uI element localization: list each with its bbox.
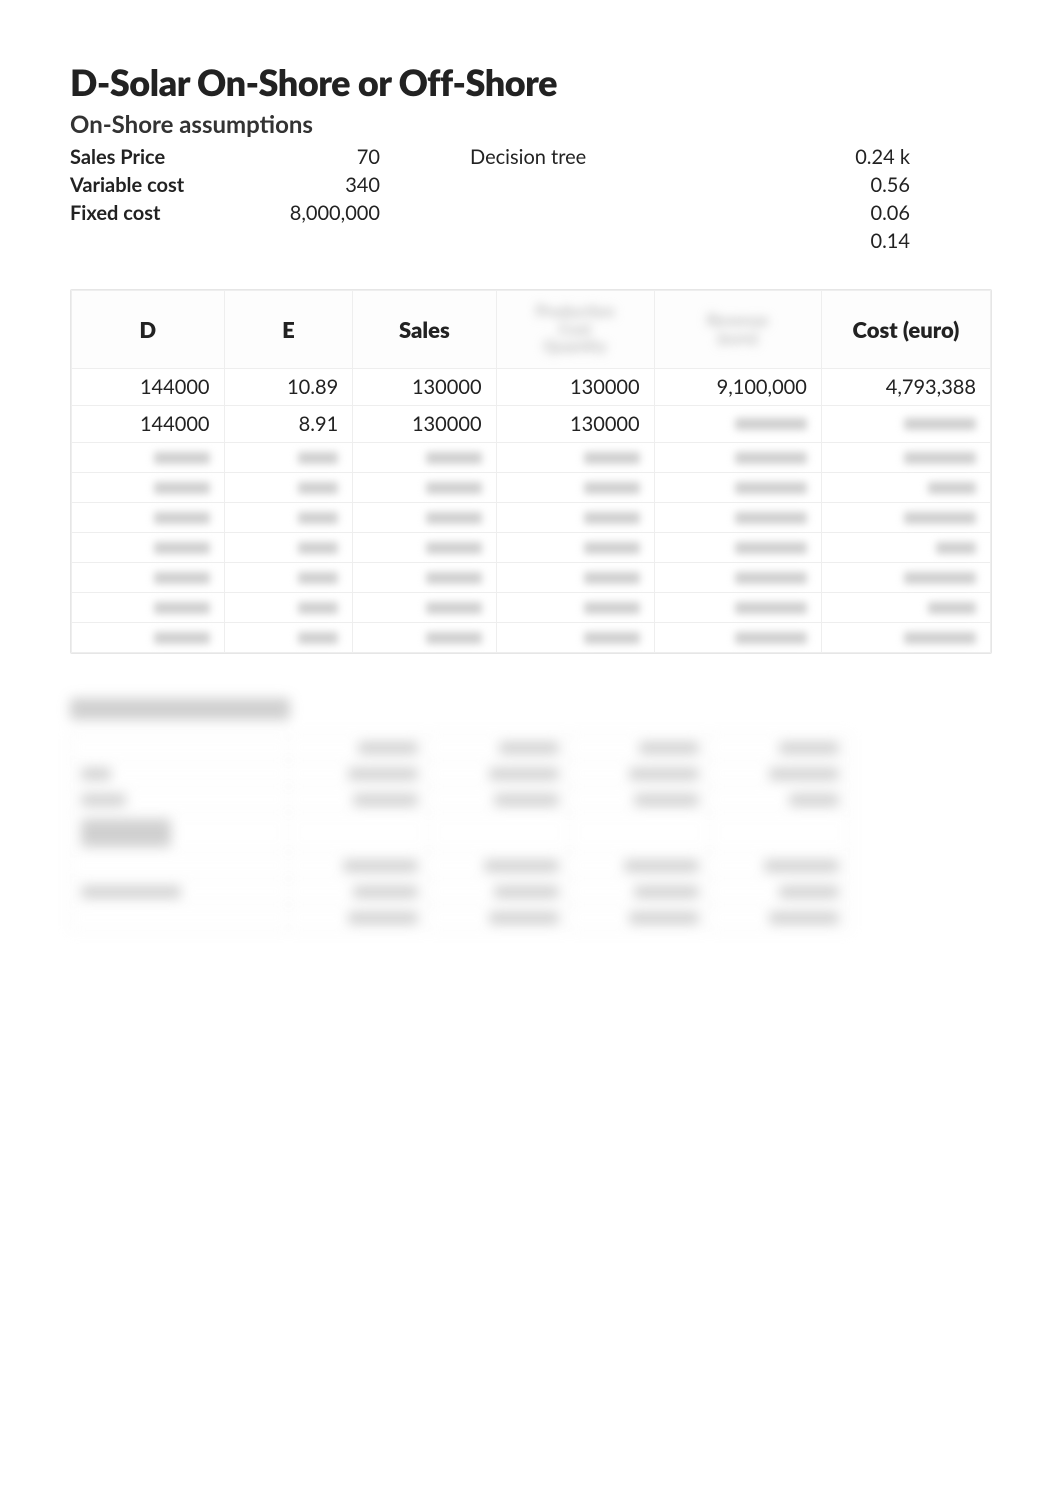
blurred-section — [70, 698, 992, 931]
assumption-value: 8,000,000 — [240, 201, 380, 225]
cell-blurred — [654, 473, 821, 503]
table-row-blurred — [72, 623, 991, 653]
table-row-blurred — [71, 761, 850, 787]
section-subtitle: On-Shore assumptions — [70, 110, 992, 139]
assumption-label: Sales Price — [70, 145, 240, 169]
table-row-blurred — [71, 787, 850, 813]
cell-blurred — [821, 406, 990, 443]
cell: 8.91 — [224, 406, 353, 443]
cell: 130000 — [353, 406, 496, 443]
cell-blurred — [654, 533, 821, 563]
cell-blurred — [654, 443, 821, 473]
cell-blurred — [821, 443, 990, 473]
cell-blurred — [654, 406, 821, 443]
cell: 130000 — [496, 406, 654, 443]
cell-blurred — [224, 563, 353, 593]
right-value: 0.24 k — [790, 145, 910, 169]
col-header-blurred: Revenue(euro) — [654, 291, 821, 369]
table-row-blurred — [72, 443, 991, 473]
cell-blurred — [353, 623, 496, 653]
cell: 144000 — [72, 369, 225, 406]
cell-blurred — [72, 533, 225, 563]
col-header: E — [224, 291, 353, 369]
cell-blurred — [654, 503, 821, 533]
cell: 130000 — [353, 369, 496, 406]
main-table: D E Sales ProductionCostQuantity Revenue… — [71, 290, 991, 653]
cell-blurred — [353, 533, 496, 563]
table-row-blurred — [72, 503, 991, 533]
right-value: 0.06 — [790, 201, 910, 225]
cell: 9,100,000 — [654, 369, 821, 406]
cell-blurred — [72, 473, 225, 503]
cell-blurred — [72, 563, 225, 593]
table-row-blurred — [72, 593, 991, 623]
cell-blurred — [496, 563, 654, 593]
cell-blurred — [496, 593, 654, 623]
cell-blurred — [496, 443, 654, 473]
page-title: D-Solar On-Shore or Off-Shore — [70, 60, 992, 104]
table-row-blurred — [71, 879, 850, 905]
cell-blurred — [353, 443, 496, 473]
blurred-heading — [70, 698, 290, 720]
cell-blurred — [72, 503, 225, 533]
table-row-blurred — [71, 905, 850, 931]
decision-tree-label: Decision tree — [440, 145, 660, 169]
table-row-blurred — [72, 563, 991, 593]
table-row-blurred — [71, 853, 850, 879]
assumption-label: Fixed cost — [70, 201, 240, 225]
cell-blurred — [353, 563, 496, 593]
cell-blurred — [496, 473, 654, 503]
cell-blurred — [821, 623, 990, 653]
cell-blurred — [821, 473, 990, 503]
cell-blurred — [496, 623, 654, 653]
cell-blurred — [224, 473, 353, 503]
table-row-blurred — [72, 473, 991, 503]
cell-blurred — [821, 593, 990, 623]
col-header: D — [72, 291, 225, 369]
col-header: Sales — [353, 291, 496, 369]
cell: 10.89 — [224, 369, 353, 406]
cell-blurred — [224, 623, 353, 653]
assumption-value: 70 — [240, 145, 380, 169]
cell-blurred — [654, 563, 821, 593]
table-row-blurred — [71, 735, 850, 761]
table-row: 144000 10.89 130000 130000 9,100,000 4,7… — [72, 369, 991, 406]
assumptions-grid: Sales Price 70 Decision tree 0.24 k Vari… — [70, 145, 992, 253]
cell-blurred — [72, 623, 225, 653]
col-header: Cost (euro) — [821, 291, 990, 369]
cell-blurred — [72, 443, 225, 473]
cell-blurred — [654, 623, 821, 653]
cell-blurred — [224, 503, 353, 533]
cell-blurred — [654, 593, 821, 623]
cell-blurred — [224, 593, 353, 623]
main-table-container: D E Sales ProductionCostQuantity Revenue… — [70, 289, 992, 654]
cell-blurred — [72, 593, 225, 623]
cell: 144000 — [72, 406, 225, 443]
table-row-blurred — [71, 813, 850, 853]
cell: 4,793,388 — [821, 369, 990, 406]
assumption-label: Variable cost — [70, 173, 240, 197]
cell-blurred — [353, 593, 496, 623]
assumption-value: 340 — [240, 173, 380, 197]
table-body: 144000 10.89 130000 130000 9,100,000 4,7… — [72, 369, 991, 653]
cell-blurred — [821, 533, 990, 563]
cell-blurred — [353, 503, 496, 533]
cell-blurred — [224, 443, 353, 473]
blurred-table — [70, 734, 850, 931]
right-value: 0.56 — [790, 173, 910, 197]
cell-blurred — [821, 503, 990, 533]
cell-blurred — [821, 563, 990, 593]
right-value: 0.14 — [790, 229, 910, 253]
cell-blurred — [496, 503, 654, 533]
table-row-blurred — [72, 533, 991, 563]
cell: 130000 — [496, 369, 654, 406]
table-header-row: D E Sales ProductionCostQuantity Revenue… — [72, 291, 991, 369]
table-row: 144000 8.91 130000 130000 — [72, 406, 991, 443]
col-header-blurred: ProductionCostQuantity — [496, 291, 654, 369]
cell-blurred — [224, 533, 353, 563]
cell-blurred — [496, 533, 654, 563]
page: D-Solar On-Shore or Off-Shore On-Shore a… — [0, 0, 1062, 931]
cell-blurred — [353, 473, 496, 503]
